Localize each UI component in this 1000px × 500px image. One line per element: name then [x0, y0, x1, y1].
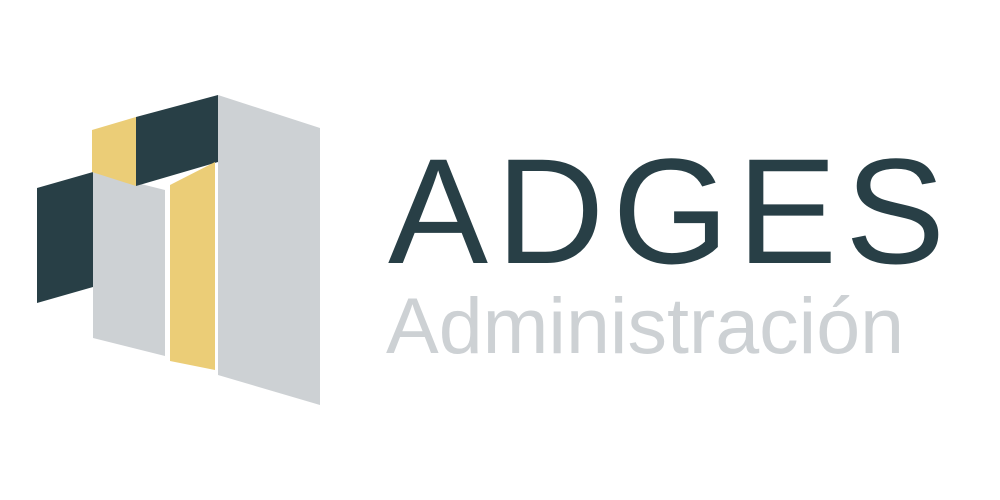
brand-tagline: Administración: [386, 281, 905, 370]
gold-upper-tab: [92, 117, 136, 186]
gold-column: [170, 162, 215, 370]
dark-top-block: [136, 95, 218, 186]
gray-middle-block: [93, 172, 165, 356]
gray-right-block: [218, 95, 320, 405]
building-blocks-icon: [37, 95, 320, 405]
brand-name: ADGES: [388, 127, 954, 295]
dark-left-block: [37, 172, 93, 303]
